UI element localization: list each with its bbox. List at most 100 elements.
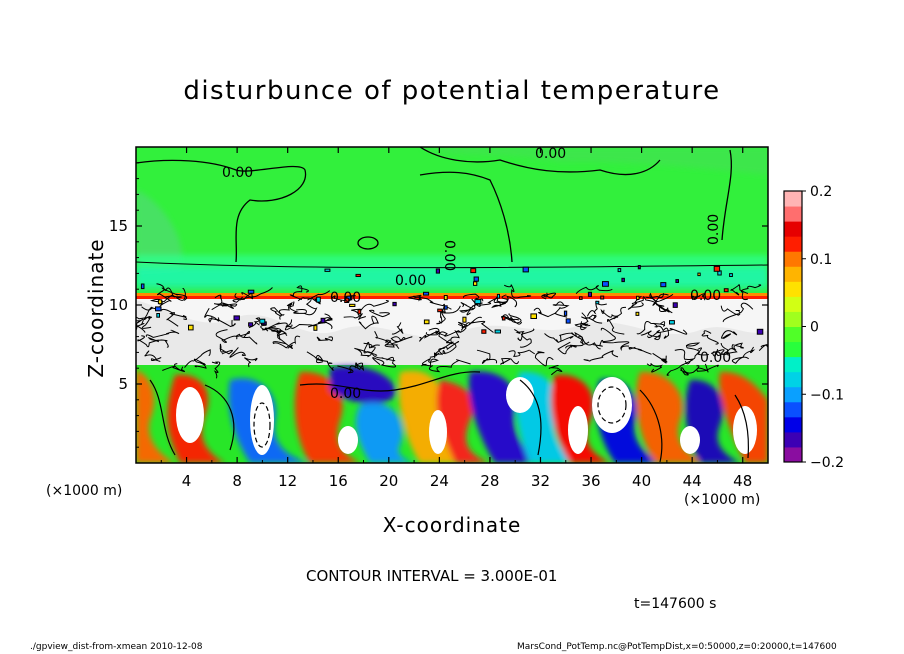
contour-line <box>147 337 169 348</box>
field-speckle <box>247 289 255 294</box>
field-speckle <box>636 295 640 300</box>
contour-line <box>462 293 481 307</box>
field-speckle <box>579 296 583 300</box>
chart-title: disturbunce of potential temperature <box>183 76 721 106</box>
footer-right: MarsCond_PotTemp.nc@PotTempDist,x=0:5000… <box>517 642 837 652</box>
field-speckle <box>155 306 162 312</box>
contour-line <box>508 313 523 325</box>
contour-line <box>652 352 668 364</box>
field-speckle <box>675 279 680 284</box>
colorbar-swatch <box>784 221 802 237</box>
contour-line <box>710 348 738 356</box>
contour-line <box>390 336 413 345</box>
colorbar-tick-label: 0.1 <box>810 252 832 268</box>
field-speckle <box>530 313 538 319</box>
contour-line <box>552 301 570 315</box>
contour-label: 0.00 <box>395 273 426 289</box>
colorbar-tick-label: 0.2 <box>810 184 832 200</box>
colorbar-swatch <box>784 356 802 373</box>
x-tick-label: 12 <box>278 472 297 490</box>
y-tick-label: 10 <box>109 296 128 314</box>
contour-line <box>645 296 670 313</box>
contour-line <box>533 307 568 318</box>
contour-line <box>627 295 644 310</box>
field-speckle <box>602 281 609 287</box>
contour-label: 0.00 <box>441 240 457 271</box>
contour-line <box>270 329 288 337</box>
contour-line <box>372 356 396 368</box>
contour-line <box>491 301 506 309</box>
field-speckle <box>563 310 568 316</box>
field-speckle <box>756 328 764 335</box>
contour-line <box>721 330 738 340</box>
contour-line <box>649 292 674 303</box>
contour-line <box>548 364 563 376</box>
contour-line <box>442 339 457 355</box>
contour-line <box>631 296 665 307</box>
colorbar-swatch <box>784 191 802 207</box>
field-speckle <box>392 301 397 307</box>
field-speckle <box>470 268 477 274</box>
contour-line <box>272 335 301 349</box>
contour-label: 0.00 <box>535 146 566 162</box>
contour-line <box>204 308 218 323</box>
colorbar-swatch <box>784 311 802 327</box>
contour-line <box>391 322 404 335</box>
contour-label: 0.00 <box>222 165 253 181</box>
field-speckle <box>672 302 678 308</box>
contour-label: 0.00 <box>706 214 722 245</box>
contour-line <box>600 306 627 318</box>
field-speckle <box>423 319 430 325</box>
contour-line <box>425 327 441 336</box>
colorbar-swatch <box>784 296 802 312</box>
contour-line <box>701 330 719 345</box>
colorbar-swatch <box>784 431 802 448</box>
contour-line <box>544 333 574 344</box>
contour-line <box>244 357 258 368</box>
field-speckle <box>713 265 721 272</box>
contour-line <box>519 328 535 348</box>
x-tick-label: 32 <box>531 472 550 490</box>
contour-line <box>161 287 188 301</box>
colorbar-swatch <box>784 341 802 358</box>
contour-line <box>156 283 172 308</box>
contour-line <box>219 343 233 355</box>
field-speckle <box>259 318 266 324</box>
field-speckle <box>188 324 194 331</box>
field-speckle <box>443 295 448 301</box>
contour-line <box>137 335 159 348</box>
field-speckle <box>481 329 487 334</box>
contour-line <box>583 350 619 362</box>
x-unit-label-left: (×1000 m) <box>46 483 123 499</box>
contour-label: 0.00 <box>330 290 361 306</box>
y-tick-label: 15 <box>109 217 128 235</box>
field-speckle <box>444 305 448 310</box>
contour-line <box>602 341 630 352</box>
contour-line <box>284 319 313 331</box>
contour-line <box>534 351 554 367</box>
field-speckle <box>501 316 506 321</box>
x-tick-label: 8 <box>232 472 242 490</box>
contour-line <box>500 358 520 365</box>
contour-line <box>413 296 445 313</box>
y-tick-label: 5 <box>118 375 128 393</box>
field-speckle <box>496 293 500 299</box>
time-label: t=147600 s <box>634 596 717 612</box>
contour-line <box>428 359 471 373</box>
contour-line <box>136 316 152 320</box>
contour-line <box>731 346 756 364</box>
contour-line <box>652 293 673 314</box>
contour-line <box>571 331 601 350</box>
field-speckle <box>462 316 467 323</box>
contour-line <box>434 341 454 356</box>
field-speckle <box>595 300 600 305</box>
colorbar-tick-label: −0.1 <box>810 387 844 403</box>
contour-line <box>666 359 694 376</box>
field-speckle <box>637 265 641 270</box>
contour-line <box>581 312 597 321</box>
contour-line <box>289 285 309 301</box>
colorbar-swatch <box>784 371 802 388</box>
contour-line <box>450 323 467 342</box>
colorbar-swatch <box>784 386 802 403</box>
